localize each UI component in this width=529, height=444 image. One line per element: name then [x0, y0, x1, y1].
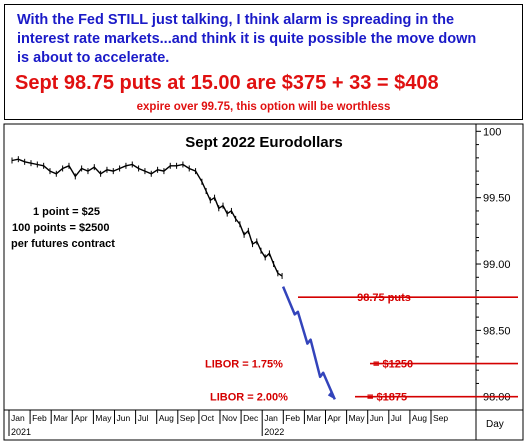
- month-label: Sep: [180, 413, 195, 423]
- month-label: Apr: [74, 413, 87, 423]
- month-label: Mar: [306, 413, 321, 423]
- price-line: [11, 158, 283, 277]
- month-label: Jun: [370, 413, 384, 423]
- month-label: Sep: [433, 413, 448, 423]
- x-axis-label: Day: [486, 419, 504, 430]
- month-label: Jan: [264, 413, 278, 423]
- month-label: Feb: [285, 413, 300, 423]
- month-label: Mar: [53, 413, 68, 423]
- trade-headline: Sept 98.75 puts at 15.00 are $375 + 33 =…: [15, 72, 439, 94]
- month-label: Jan: [11, 413, 25, 423]
- y-tick-label: 98.00: [483, 392, 511, 404]
- month-label: Feb: [32, 413, 47, 423]
- month-label: Aug: [159, 413, 174, 423]
- month-label: Dec: [243, 413, 259, 423]
- year-label: 2022: [264, 427, 284, 437]
- y-tick-label: 98.50: [483, 325, 511, 337]
- annotation-point-value: 1 point = $25: [33, 206, 100, 218]
- y-tick-label: 99.00: [483, 259, 511, 271]
- expiry-note: expire over 99.75, this option will be w…: [136, 101, 391, 113]
- commentary-line-3: is about to accelerate.: [17, 50, 170, 66]
- month-label: Jul: [138, 413, 149, 423]
- y-tick-label: 99.50: [483, 193, 511, 205]
- year-label: 2021: [11, 427, 31, 437]
- commentary-box: With the Fed STILL just talking, I think…: [4, 4, 523, 120]
- month-label: Aug: [412, 413, 427, 423]
- outer-frame: [3, 123, 524, 441]
- put-strike-label: 98.75 puts: [357, 292, 411, 304]
- libor-175-value: = $1250: [373, 359, 413, 371]
- projection-line: [281, 286, 336, 400]
- month-label: Apr: [328, 413, 341, 423]
- annotation-hundred-points: 100 points = $2500: [12, 222, 110, 234]
- eurodollar-chart: Sept 2022 Eurodollars 98.00 98.50 99.00 99.5…: [3, 123, 524, 441]
- libor-200-value: = $1875: [367, 392, 407, 404]
- month-label: Nov: [222, 413, 238, 423]
- month-label: Jun: [117, 413, 131, 423]
- commentary-line-2: interest rate markets...and think it is …: [17, 31, 477, 47]
- month-label: May: [349, 413, 366, 423]
- annotation-contract: per futures contract: [11, 238, 115, 250]
- chart-title: Sept 2022 Eurodollars: [185, 134, 343, 151]
- libor-200-label: LIBOR = 2.00%: [210, 392, 288, 404]
- projection-arrowhead: [327, 390, 335, 400]
- month-label: Oct: [201, 413, 215, 423]
- commentary-line-1: With the Fed STILL just talking, I think…: [17, 12, 455, 28]
- libor-175-label: LIBOR = 1.75%: [205, 359, 283, 371]
- month-label: Jul: [391, 413, 402, 423]
- month-label: May: [95, 413, 112, 423]
- y-tick-label: 100: [483, 126, 501, 138]
